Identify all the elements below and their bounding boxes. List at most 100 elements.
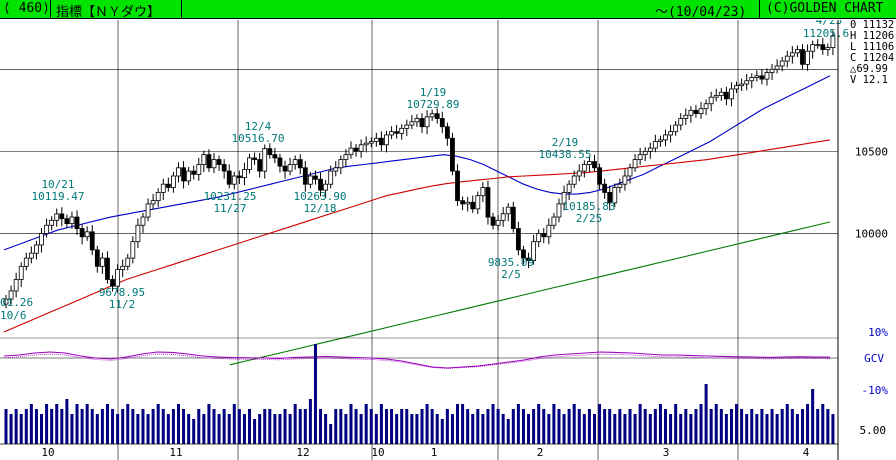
volume-bar xyxy=(349,404,353,444)
down-candle xyxy=(521,249,526,259)
up-candle xyxy=(551,216,557,226)
volume-bar xyxy=(821,404,825,444)
down-candle xyxy=(236,175,242,179)
volume-bar xyxy=(598,404,602,444)
volume-bar xyxy=(278,414,282,444)
down-candle xyxy=(267,148,273,156)
volume-bar xyxy=(395,414,399,444)
ohlc-legend-line: L 11106 xyxy=(850,41,894,53)
up-candle xyxy=(150,200,156,205)
volume-bar xyxy=(638,404,642,444)
up-candle xyxy=(698,108,704,114)
down-candle xyxy=(79,228,85,238)
up-candle xyxy=(536,233,542,243)
down-candle xyxy=(693,109,699,114)
up-candle xyxy=(581,164,587,172)
up-candle xyxy=(627,167,633,177)
down-candle xyxy=(89,231,95,251)
volume-tick-label: 5.00 xyxy=(860,424,887,437)
volume-bar xyxy=(664,409,668,444)
up-candle xyxy=(135,224,141,243)
volume-bar xyxy=(283,409,287,444)
month-label: 12 xyxy=(296,446,309,459)
up-candle xyxy=(465,201,471,205)
down-candle xyxy=(216,159,222,165)
volume-bar xyxy=(724,414,728,444)
up-candle xyxy=(424,116,430,128)
volume-bar xyxy=(14,409,18,444)
volume-bar xyxy=(126,404,130,444)
month-label: 2 xyxy=(537,446,544,459)
volume-bar xyxy=(253,419,257,444)
price-chart: 01.2610/610/2110119.479678.9511/212/4105… xyxy=(0,20,894,460)
down-candle xyxy=(439,118,445,128)
up-candle xyxy=(328,170,334,185)
annotation-date: 2/19 xyxy=(552,136,579,149)
up-candle xyxy=(663,134,668,141)
ma-mid-line xyxy=(3,139,831,333)
up-candle xyxy=(688,109,694,116)
up-candle xyxy=(409,121,415,126)
down-candle xyxy=(602,183,608,193)
up-candle xyxy=(348,147,354,156)
down-candle xyxy=(515,228,521,251)
up-candle xyxy=(774,65,780,70)
month-label: 1 xyxy=(431,446,438,459)
down-candle xyxy=(485,187,491,218)
volume-bar xyxy=(826,409,830,444)
month-label: 10 xyxy=(371,446,384,459)
volume-bar xyxy=(811,389,815,444)
volume-bar xyxy=(476,409,480,444)
up-candle xyxy=(140,216,146,226)
down-candle xyxy=(297,159,303,169)
down-candle xyxy=(444,126,450,139)
volume-bar xyxy=(440,419,444,444)
down-candle xyxy=(94,249,100,267)
down-candle xyxy=(59,213,65,220)
volume-bar xyxy=(689,414,693,444)
up-candle xyxy=(668,131,673,136)
annotation-date: 11/2 xyxy=(109,298,136,311)
down-candle xyxy=(313,175,318,180)
gcv-line xyxy=(3,351,831,369)
volume-bar xyxy=(450,414,454,444)
up-candle xyxy=(160,183,166,193)
up-candle xyxy=(652,141,658,149)
volume-bar xyxy=(75,404,79,444)
volume-bar xyxy=(816,409,820,444)
volume-bar xyxy=(674,404,678,444)
up-candle xyxy=(556,203,562,218)
down-candle xyxy=(206,154,212,169)
volume-bar xyxy=(197,409,201,444)
down-candle xyxy=(221,164,227,172)
volume-bar xyxy=(430,409,434,444)
volume-bar xyxy=(50,409,54,444)
volume-bar xyxy=(658,404,662,444)
up-candle xyxy=(115,269,121,287)
volume-bar xyxy=(613,414,617,444)
up-candle xyxy=(39,233,44,246)
up-candle xyxy=(718,91,724,96)
volume-bar xyxy=(456,404,460,444)
down-candle xyxy=(419,118,425,128)
volume-bar xyxy=(775,414,779,444)
down-candle xyxy=(470,201,476,210)
down-candle xyxy=(592,161,597,169)
annotation-date: 12/4 xyxy=(245,120,272,133)
volume-bar xyxy=(608,409,612,444)
volume-bar xyxy=(755,414,759,444)
volume-bar xyxy=(217,414,221,444)
volume-bar xyxy=(45,404,49,444)
volume-bar xyxy=(562,414,566,444)
volume-bar xyxy=(100,409,104,444)
volume-bar xyxy=(542,409,546,444)
volume-bar xyxy=(95,414,99,444)
up-candle xyxy=(99,257,105,267)
down-candle xyxy=(282,165,288,172)
date-range: ～(10/04/23) xyxy=(655,5,747,20)
volume-bar xyxy=(146,414,150,444)
up-candle xyxy=(825,47,831,50)
down-candle xyxy=(302,167,308,185)
up-candle xyxy=(713,95,719,98)
